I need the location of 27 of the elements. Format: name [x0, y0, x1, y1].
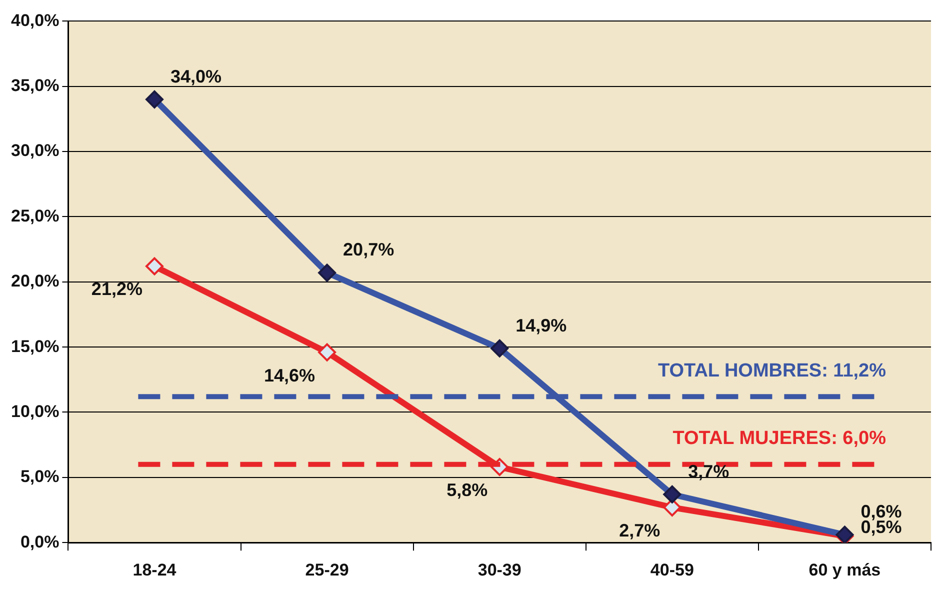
- data-label: 5,8%: [446, 480, 488, 500]
- y-tick-label: 30,0%: [11, 141, 60, 160]
- data-label: 14,6%: [264, 365, 316, 386]
- data-label: 21,2%: [91, 279, 142, 300]
- data-label: 3,7%: [688, 461, 730, 482]
- x-tick-label: 30-39: [478, 560, 522, 580]
- y-tick-label: 20,0%: [11, 272, 60, 291]
- x-tick-label: 25-29: [305, 560, 349, 580]
- y-tick-label: 35,0%: [11, 76, 60, 96]
- y-tick-label: 5,0%: [20, 467, 60, 486]
- y-tick-label: 40,0%: [11, 10, 60, 30]
- data-label: 0,6%: [860, 502, 902, 522]
- x-tick-label: 18-24: [132, 560, 177, 580]
- y-tick-label: 25,0%: [11, 206, 60, 226]
- y-tick-label: 0,0%: [20, 532, 60, 552]
- point: [145, 257, 164, 276]
- ref-line-label: TOTAL MUJERES: 6,0%: [672, 428, 886, 450]
- data-label: 20,7%: [343, 240, 394, 260]
- point: [318, 343, 336, 362]
- y-tick-label: 10,0%: [11, 402, 60, 421]
- x-tick-label: 60 y más: [808, 560, 881, 580]
- ref-line-label: TOTAL HOMBRES: 11,2%: [658, 360, 886, 382]
- data-label: 2,7%: [619, 520, 660, 540]
- data-label: 14,9%: [516, 315, 567, 336]
- data-label: 34,0%: [170, 66, 222, 86]
- y-tick-label: 15,0%: [11, 336, 60, 356]
- x-tick-label: 40-59: [650, 560, 694, 580]
